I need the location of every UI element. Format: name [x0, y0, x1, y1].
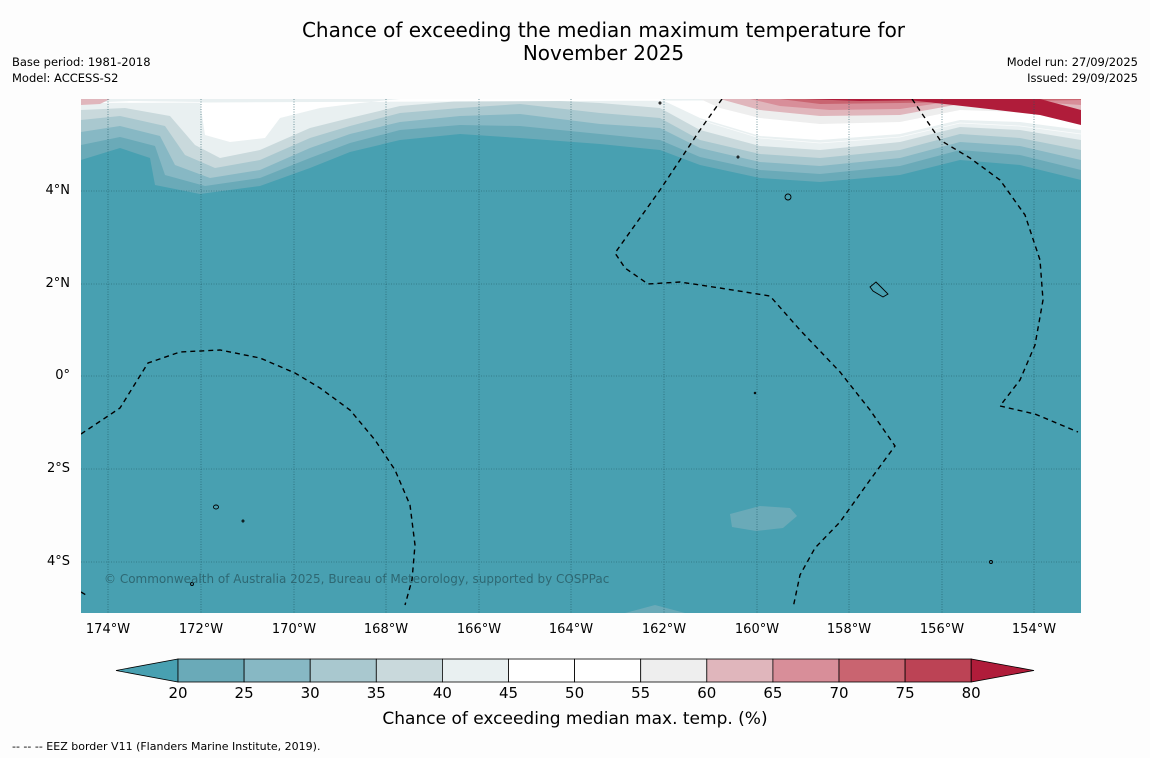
colorbar-segment	[309, 658, 377, 683]
colorbar-high-extend	[970, 658, 1035, 683]
contour-80	[805, 99, 1081, 101]
colorbar-segment	[838, 658, 906, 683]
colorbar-tick-label: 30	[300, 684, 320, 702]
colorbar-tick-label: 45	[498, 684, 519, 702]
colorbar-label: Chance of exceeding median max. temp. (%…	[382, 709, 768, 729]
lat-label: 4°S	[46, 554, 70, 569]
map-title: Chance of exceeding the median maximum t…	[0, 19, 1150, 65]
lat-label: 4°N	[45, 183, 71, 198]
colorbar-segment	[706, 658, 774, 683]
lon-label: 164°W	[548, 622, 594, 637]
lon-label: 174°W	[85, 622, 131, 637]
colorbar-segment	[243, 658, 311, 683]
island	[658, 101, 662, 105]
title-line-2: November 2025	[522, 41, 685, 65]
contour-80b	[900, 99, 1081, 125]
colorbar-tick-label: 75	[895, 684, 915, 702]
colorbar-tick-label: 55	[631, 684, 651, 702]
title-line-1: Chance of exceeding the median maximum t…	[301, 18, 906, 42]
eez-borders	[81, 99, 1079, 609]
contour-lines	[699, 111, 1081, 144]
colorbar-tick-label: 25	[234, 684, 254, 702]
colorbar-segment	[772, 658, 840, 683]
lon-label: 156°W	[919, 622, 965, 637]
colorbar-tick-label: 80	[961, 684, 981, 702]
island	[213, 504, 219, 510]
cool-patch-bottom	[625, 605, 685, 613]
island	[736, 155, 740, 159]
island	[989, 560, 993, 564]
colorbar-segment	[441, 658, 509, 683]
lon-label: 166°W	[456, 622, 502, 637]
lon-label: 154°W	[1011, 622, 1057, 637]
island	[190, 582, 194, 586]
colorbar-tick-label: 35	[366, 684, 386, 702]
lat-label: 2°S	[46, 461, 70, 476]
islands	[190, 101, 993, 586]
lon-label: 170°W	[271, 622, 317, 637]
model-name: Model: ACCESS-S2	[12, 71, 119, 85]
colorbar-tick-label: 40	[432, 684, 452, 702]
eez-footnote: -- -- -- EEZ border V11 (Flanders Marine…	[12, 740, 321, 753]
colorbar	[115, 658, 1035, 683]
lon-label: 168°W	[363, 622, 409, 637]
colorbar-tick-label: 60	[697, 684, 717, 702]
run-info: Model run: 27/09/2025 Issued: 29/09/2025	[1007, 54, 1138, 86]
colorbar-segment	[177, 658, 245, 683]
lon-label: 160°W	[734, 622, 780, 637]
island	[784, 193, 792, 201]
model-run: Model run: 27/09/2025	[1006, 55, 1138, 69]
colorbar-segment	[904, 658, 972, 683]
colorbar-segment	[574, 658, 642, 683]
island	[869, 281, 889, 298]
grid-lines	[81, 99, 1081, 613]
island	[241, 519, 245, 523]
lon-label: 158°W	[826, 622, 872, 637]
colorbar-tick-label: 50	[565, 684, 585, 702]
base-period: Base period: 1981-2018	[12, 55, 151, 69]
lon-label: 162°W	[641, 622, 687, 637]
colorbar-segment	[508, 658, 575, 683]
colorbar-segment	[640, 658, 708, 683]
colorbar-segment	[375, 658, 443, 683]
issued-date: Issued: 29/09/2025	[1027, 71, 1138, 85]
colorbar-tick-label: 20	[168, 684, 188, 702]
lon-label: 172°W	[178, 622, 224, 637]
copyright-notice: © Commonwealth of Australia 2025, Bureau…	[104, 572, 610, 586]
lat-label: 0°	[55, 368, 70, 383]
island	[753, 391, 757, 395]
lat-label: 2°N	[45, 276, 71, 291]
warm-patch-left	[81, 99, 110, 105]
base-period-info: Base period: 1981-2018 Model: ACCESS-S2	[12, 54, 151, 86]
colorbar-tick-label: 65	[763, 684, 783, 702]
colorbar-low-extend	[115, 658, 179, 683]
colorbar-tick-label: 70	[829, 684, 849, 702]
cool-patch	[730, 506, 797, 531]
